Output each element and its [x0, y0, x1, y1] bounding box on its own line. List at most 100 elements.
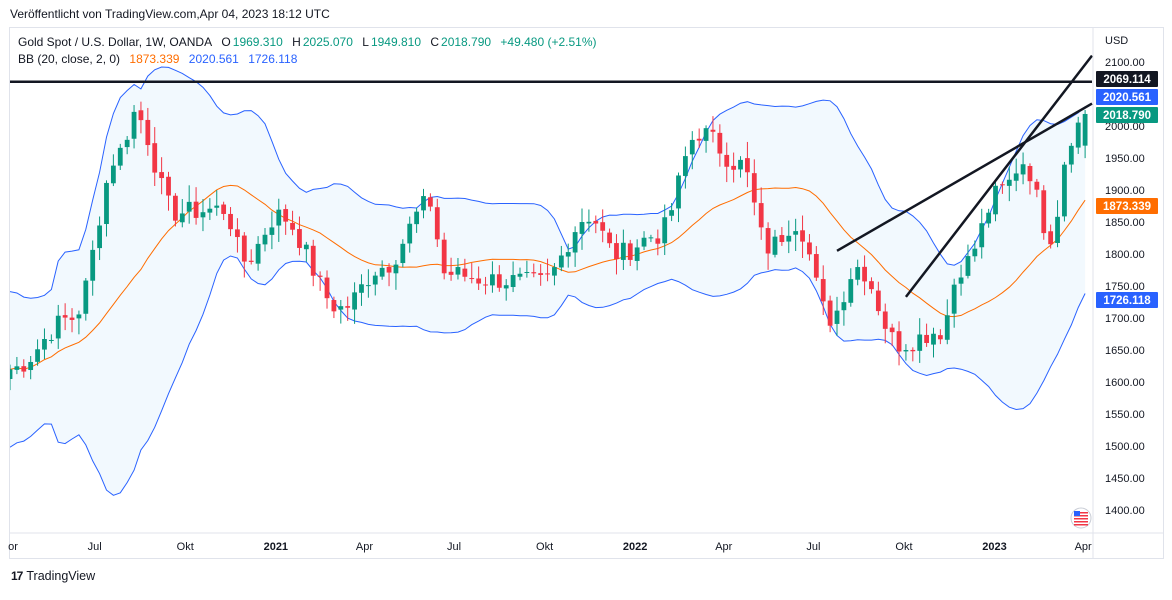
- time-tick-label: 2023: [982, 541, 1006, 553]
- candle-body: [448, 271, 454, 275]
- candle-body: [807, 242, 812, 255]
- flag-stripe: [1074, 515, 1088, 517]
- candle-body: [441, 239, 447, 274]
- candle-body: [738, 159, 743, 170]
- candle-body: [510, 275, 516, 288]
- change-value: +49.480 (+2.51%): [500, 35, 597, 49]
- price-label-box-bb-lower: [1096, 292, 1158, 308]
- published-info: Veröffentlicht von TradingView.com,Apr 0…: [10, 7, 330, 21]
- candle-body: [379, 267, 385, 277]
- price-tick-label: 1900.00: [1105, 185, 1145, 197]
- candle-body: [682, 156, 688, 176]
- candle-body: [745, 158, 750, 173]
- candle-body: [352, 292, 357, 310]
- candle-body: [662, 217, 668, 244]
- candle-body: [124, 139, 130, 148]
- bb-upper-value: 2020.561: [188, 52, 239, 66]
- candle-body: [48, 339, 54, 341]
- candle-body: [455, 267, 461, 275]
- candle-body: [696, 138, 702, 141]
- candle-body: [1027, 165, 1033, 182]
- candle-body: [565, 252, 571, 257]
- price-tick-label: 1650.00: [1105, 345, 1145, 357]
- time-tick-label: Jul: [88, 541, 102, 553]
- candle-body: [1068, 145, 1074, 165]
- candle-body: [248, 260, 254, 262]
- candle-body: [1075, 122, 1081, 148]
- candle-body: [90, 249, 96, 281]
- candle-body: [545, 273, 550, 275]
- candle-body: [641, 237, 647, 247]
- price-tick-label: 1450.00: [1105, 473, 1145, 485]
- candle-body: [62, 315, 68, 318]
- candle-body: [152, 143, 158, 173]
- candle-body: [772, 236, 778, 255]
- candle-body: [627, 243, 633, 260]
- candle-body: [614, 243, 619, 260]
- candle-body: [166, 176, 171, 196]
- candle-body: [104, 182, 109, 225]
- price-axis-currency: USD: [1105, 35, 1128, 47]
- candle-body: [469, 278, 475, 280]
- candle-body: [159, 172, 165, 179]
- price-label-bb-basis: 1873.339: [1103, 201, 1151, 213]
- time-tick-label: or: [8, 541, 18, 553]
- candle-body: [676, 175, 681, 209]
- candle-body: [965, 256, 971, 276]
- time-tick-label: Jul: [447, 541, 461, 553]
- tradingview-logo[interactable]: 17 TradingView: [11, 569, 95, 583]
- time-tick-label: Jul: [806, 541, 820, 553]
- candle-body: [283, 209, 289, 222]
- candle-body: [393, 264, 399, 274]
- candle-body: [359, 284, 364, 293]
- candle-body: [145, 119, 151, 146]
- candle-body: [138, 110, 144, 121]
- flag-canton: [1074, 511, 1080, 516]
- chart-legend: Gold Spot / U.S. Dollar, 1W, OANDA O 1969…: [18, 34, 599, 68]
- price-tick-label: 1400.00: [1105, 505, 1145, 517]
- chart-frame[interactable]: [9, 27, 1164, 559]
- candle-body: [848, 279, 854, 303]
- candle-body: [331, 300, 337, 312]
- candle-body: [986, 212, 992, 224]
- candle-body: [235, 229, 240, 238]
- candle-body: [979, 223, 985, 248]
- candle-body: [483, 284, 488, 286]
- candle-body: [896, 331, 902, 352]
- candle-body: [531, 272, 537, 274]
- us-flag-icon: [1070, 507, 1092, 529]
- candle-body: [731, 165, 737, 170]
- candle-body: [14, 366, 20, 370]
- price-tick-label: 1700.00: [1105, 313, 1145, 325]
- candle-body: [496, 274, 502, 288]
- candle-body: [21, 366, 27, 372]
- candle-body: [669, 210, 675, 216]
- candle-body: [476, 278, 482, 284]
- candle-body: [345, 306, 351, 308]
- candle-body: [55, 315, 61, 339]
- candle-body: [593, 220, 599, 224]
- candle-body: [338, 306, 344, 310]
- candle-body: [503, 285, 509, 289]
- time-tick-label: 2022: [623, 541, 647, 553]
- candle-body: [269, 227, 275, 235]
- ohlc-legend-row: Gold Spot / U.S. Dollar, 1W, OANDA O 1969…: [18, 34, 599, 51]
- candle-body: [1034, 181, 1040, 190]
- tradingview-mark-icon: 17: [11, 569, 23, 583]
- candle-body: [800, 230, 805, 242]
- price-label-bb-upper: 2020.561: [1103, 92, 1152, 104]
- price-label-box-horizontal-line: [1096, 71, 1158, 87]
- candle-body: [779, 235, 785, 243]
- candle-body: [751, 173, 757, 203]
- open-label: O: [221, 35, 231, 49]
- candle-body: [228, 213, 233, 230]
- low-label: L: [362, 35, 369, 49]
- candle-body: [462, 268, 468, 277]
- price-label-horizontal-line: 2069.114: [1103, 74, 1151, 86]
- candle-body: [365, 285, 371, 287]
- price-tick-label: 1850.00: [1105, 217, 1145, 229]
- candle-body: [944, 315, 950, 340]
- bb-lower-value: 1726.118: [248, 52, 298, 66]
- candle-body: [1048, 231, 1054, 245]
